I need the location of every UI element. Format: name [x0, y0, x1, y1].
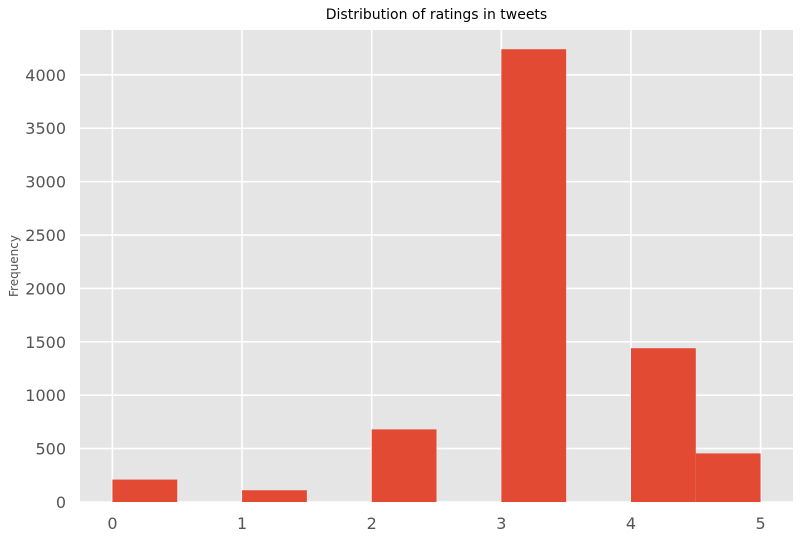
y-tick-label: 500	[35, 440, 66, 459]
histogram-bar	[371, 429, 437, 502]
grid-lines	[80, 30, 793, 503]
y-tick-label: 0	[56, 493, 66, 512]
y-tick-label: 2000	[25, 279, 66, 298]
histogram-bar	[501, 49, 567, 503]
y-tick-label: 1000	[25, 386, 66, 405]
x-tick-label: 2	[367, 514, 377, 533]
histogram-bar	[695, 453, 761, 502]
y-tick-labels: 0 500 1000 1500 2000 2500 3000 3500 4000	[25, 66, 66, 512]
chart-title: Distribution of ratings in tweets	[326, 7, 547, 23]
x-tick-label: 0	[107, 514, 117, 533]
y-tick-label: 3000	[25, 173, 66, 192]
y-axis-label: Frequency	[7, 235, 21, 297]
x-tick-label: 3	[496, 514, 506, 533]
x-tick-labels: 0 1 2 3 4 5	[107, 514, 765, 533]
histogram-bar	[242, 490, 307, 502]
y-tick-label: 2500	[25, 226, 66, 245]
x-tick-label: 4	[626, 514, 636, 533]
histogram-bar	[630, 348, 696, 502]
y-tick-label: 3500	[25, 119, 66, 138]
bars	[112, 49, 761, 503]
x-tick-label: 1	[237, 514, 247, 533]
y-tick-label: 4000	[25, 66, 66, 85]
y-tick-label: 1500	[25, 333, 66, 352]
histogram-bar	[112, 479, 178, 502]
x-tick-label: 5	[755, 514, 765, 533]
